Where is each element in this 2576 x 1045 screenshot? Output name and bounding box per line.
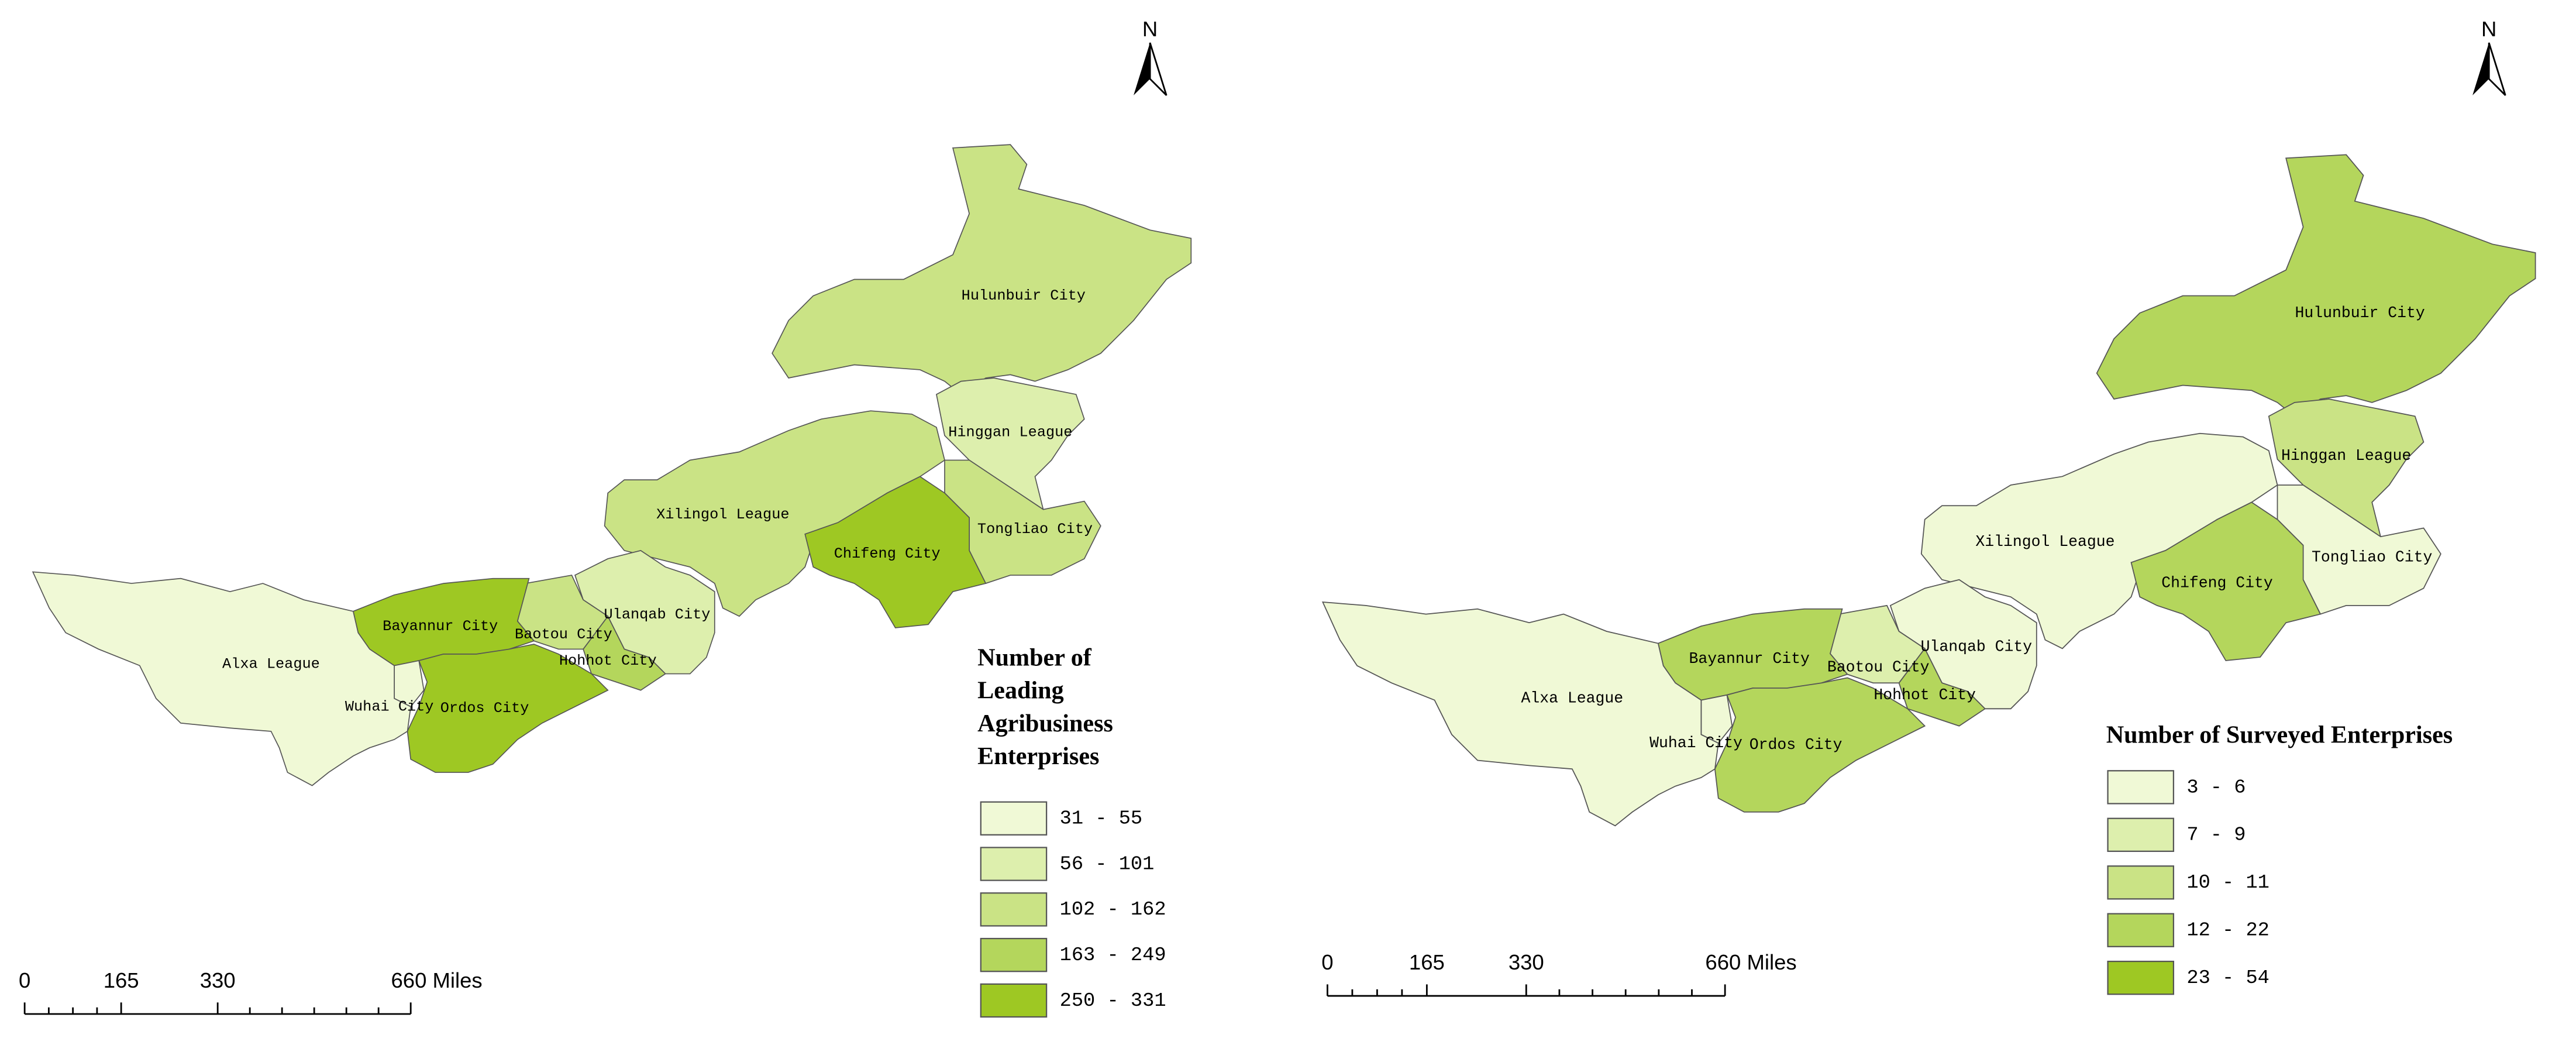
legend-label: 250 - 331 (1060, 990, 1166, 1012)
region-label: Chifeng City (834, 545, 941, 562)
legend-swatch (2107, 913, 2175, 947)
region (1321, 601, 1719, 827)
region-label: Alxa League (222, 655, 320, 672)
region-label: Wuhai City (345, 698, 434, 715)
scale-label: 660 Miles (391, 968, 482, 992)
region-label: Baotou City (1827, 659, 1930, 676)
region-label: Xilingol League (1975, 533, 2114, 551)
scale-label: 165 (1409, 950, 1445, 974)
region-label: Tongliao City (977, 521, 1093, 538)
legend-swatch (980, 983, 1048, 1018)
region (772, 144, 1192, 396)
region (2096, 154, 2536, 417)
region-label: Hinggan League (948, 424, 1072, 441)
scale-label: 0 (1321, 950, 1333, 974)
legend-label: 12 - 22 (2186, 920, 2270, 942)
legend-swatch (980, 937, 1048, 972)
legend-label: 10 - 11 (2186, 872, 2270, 894)
legend-label: 31 - 55 (1060, 808, 1143, 830)
legend-title: Leading (977, 677, 1063, 704)
region-label: Baotou City (515, 626, 612, 643)
region-label: Ordos City (1750, 736, 1843, 754)
north-arrow (1149, 42, 1168, 96)
region-label: Alxa League (1521, 690, 1623, 707)
region-label: Tongliao City (2312, 549, 2432, 566)
region-label: Ordos City (440, 700, 529, 717)
region (2130, 501, 2322, 661)
legend-title: Number of (977, 644, 1092, 672)
legend-label: 102 - 162 (1060, 899, 1166, 921)
legend-swatch (2107, 770, 2175, 805)
region-label: Hulunbuir City (962, 287, 1086, 304)
legend-swatch (2107, 960, 2175, 995)
region (583, 615, 666, 691)
maps: Hulunbuir City Hinggan League Xilingol Lea… (19, 17, 2536, 1018)
north-label: N (1142, 17, 1158, 41)
map: Hulunbuir City Hinggan League Xilingol Lea… (32, 144, 1192, 786)
region-label: Xilingol League (656, 506, 789, 523)
region (804, 476, 987, 628)
legend-label: 7 - 9 (2186, 824, 2246, 847)
legend-title: Agribusiness (977, 710, 1113, 737)
map: Hulunbuir City Hinggan League Xilingol Lea… (1321, 154, 2536, 827)
region-label: Ulanqab City (604, 606, 711, 623)
region-label: Chifeng City (2161, 575, 2273, 592)
north-arrow (2488, 42, 2506, 96)
region-label: Hohhot City (559, 652, 657, 669)
scale-label: 0 (19, 968, 30, 992)
legend-title: Enterprises (977, 742, 1099, 770)
region-label: Ulanqab City (1921, 638, 2033, 655)
legend-label: 3 - 6 (2186, 776, 2246, 799)
region-label: Wuhai City (1649, 734, 1742, 752)
legend-label: 163 - 249 (1060, 944, 1166, 967)
scale-label: 330 (1509, 950, 1544, 974)
scale-label: 660 Miles (1705, 950, 1796, 974)
region-label: Hinggan League (2281, 447, 2411, 465)
scale-label: 330 (200, 968, 236, 992)
legend-swatch (2107, 817, 2175, 852)
legend-swatch (2107, 865, 2175, 900)
legend-swatch (980, 847, 1048, 881)
legend-title: Number of Surveyed Enterprises (2106, 721, 2453, 749)
region-label: Bayannur City (1689, 650, 1810, 668)
region-label: Hohhot City (1874, 686, 1976, 704)
legend-label: 56 - 101 (1060, 853, 1155, 875)
region (1898, 647, 1986, 727)
region-label: Hulunbuir City (2295, 304, 2425, 322)
legend-swatch (980, 801, 1048, 836)
legend-swatch (980, 892, 1048, 927)
north-label: N (2481, 17, 2496, 41)
scale-label: 165 (104, 968, 139, 992)
legend-label: 23 - 54 (2186, 967, 2270, 989)
region-label: Bayannur City (383, 618, 498, 635)
region (32, 571, 412, 786)
